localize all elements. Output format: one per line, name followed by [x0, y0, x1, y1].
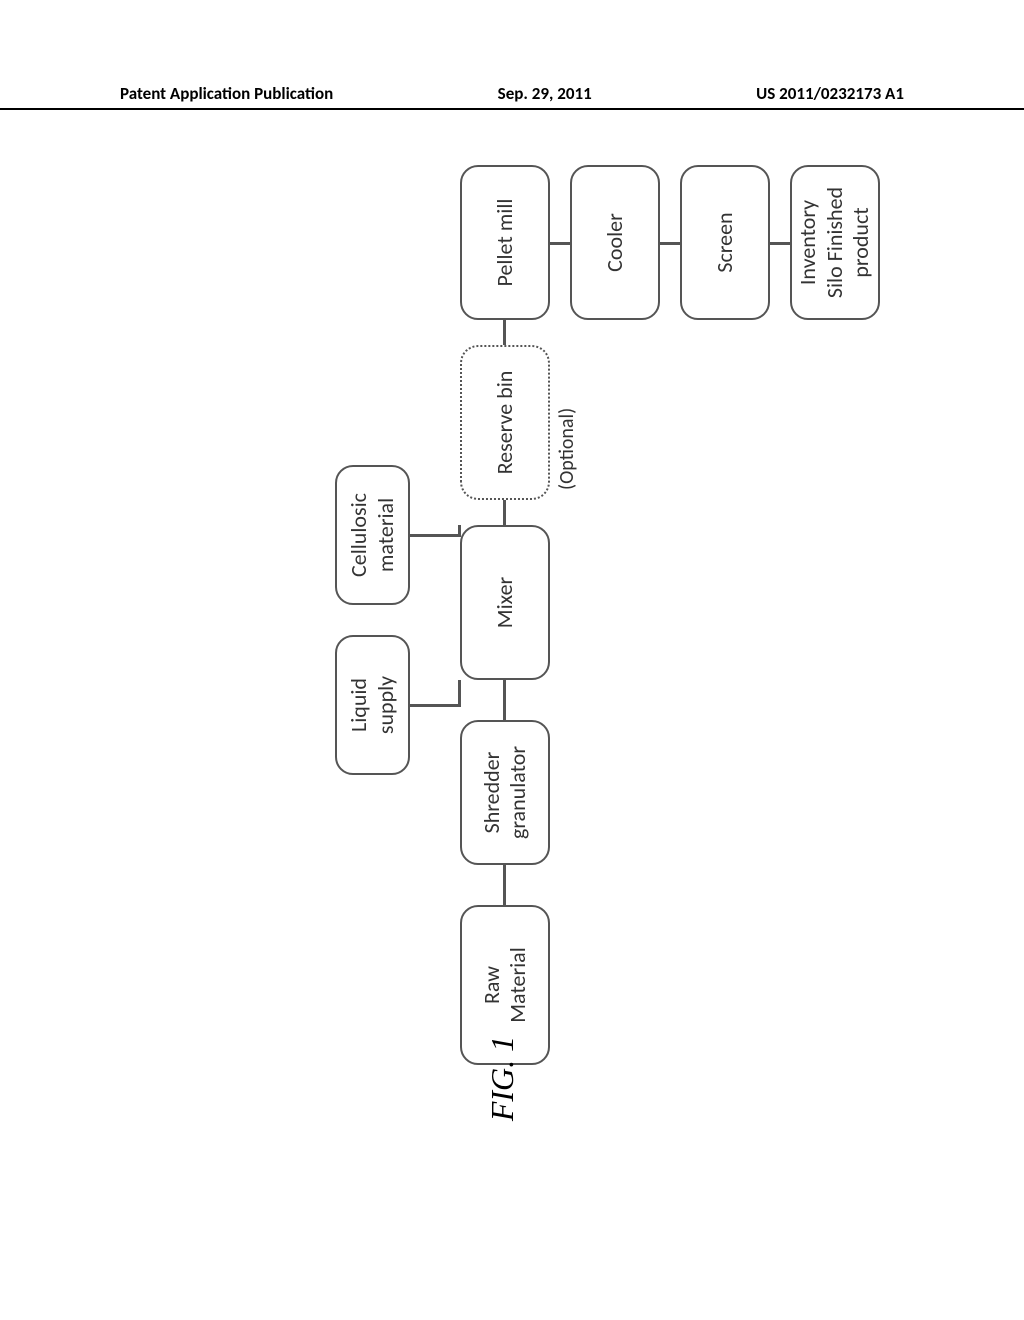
figure-label: FIG. 1	[484, 1036, 521, 1121]
edge-9	[660, 242, 680, 245]
node-mixer: Mixer	[460, 525, 550, 680]
node-pellet: Pellet mill	[460, 165, 550, 320]
edge-0	[503, 865, 506, 905]
node-cellulosic: Cellulosicmaterial	[335, 465, 410, 605]
header-right: US 2011/0232173 A1	[756, 83, 904, 104]
edge-1	[503, 680, 506, 720]
edge-5	[410, 534, 460, 537]
header-center: Sep. 29, 2011	[498, 83, 592, 104]
flowchart: RawMaterialShreddergranulatorMixerLiquid…	[60, 180, 940, 1000]
header-left: Patent Application Publication	[120, 83, 333, 104]
node-cooler: Cooler	[570, 165, 660, 320]
node-silo: InventorySilo Finishedproduct	[790, 165, 880, 320]
edge-8	[550, 242, 570, 245]
edge-7	[458, 525, 461, 537]
node-reserve: Reserve bin	[460, 345, 550, 500]
page-header: Patent Application Publication Sep. 29, …	[0, 82, 1024, 110]
edge-2	[503, 500, 506, 525]
edge-3	[503, 320, 506, 345]
edge-4	[410, 704, 460, 707]
edge-6	[458, 680, 461, 707]
node-liquid: Liquidsupply	[335, 635, 410, 775]
optional-label: (Optional)	[555, 408, 579, 490]
node-shredder: Shreddergranulator	[460, 720, 550, 865]
edge-10	[770, 242, 790, 245]
node-screen: Screen	[680, 165, 770, 320]
